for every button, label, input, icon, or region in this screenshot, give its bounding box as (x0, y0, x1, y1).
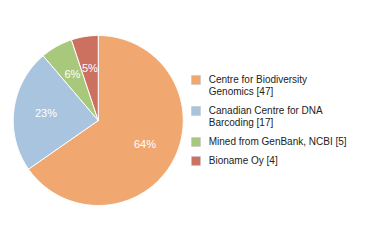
svg-text:6%: 6% (64, 68, 80, 80)
svg-text:23%: 23% (35, 107, 57, 119)
svg-text:Canadian Centre for DNABarcodi: Canadian Centre for DNABarcoding [17] (209, 105, 323, 128)
svg-text:Centre for BiodiversityGenomic: Centre for BiodiversityGenomics [47] (209, 74, 307, 97)
svg-text:5%: 5% (82, 62, 98, 74)
svg-text:Bioname Oy [4]: Bioname Oy [4] (209, 155, 278, 166)
svg-text:Mined from GenBank, NCBI [5]: Mined from GenBank, NCBI [5] (209, 136, 347, 147)
svg-text:64%: 64% (134, 138, 156, 150)
